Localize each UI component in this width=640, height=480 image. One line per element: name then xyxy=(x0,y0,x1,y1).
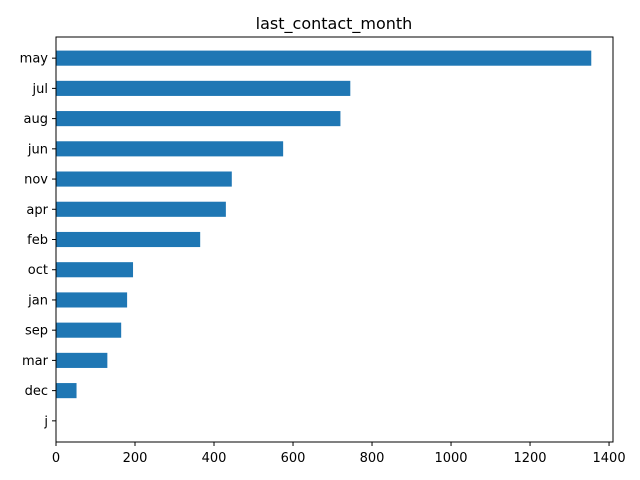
y-tick-label: apr xyxy=(26,203,48,218)
y-tick-label: jan xyxy=(27,293,48,308)
x-tick-label: 1400 xyxy=(593,451,626,466)
y-tick-label: nov xyxy=(24,173,48,188)
y-tick-label: feb xyxy=(27,233,48,248)
x-tick-label: 1200 xyxy=(513,451,546,466)
bar-may xyxy=(56,50,592,66)
x-tick-label: 400 xyxy=(202,451,227,466)
bar-nov xyxy=(56,171,232,187)
x-tick-label: 800 xyxy=(360,451,385,466)
bar-oct xyxy=(56,262,134,278)
y-tick-label: jun xyxy=(27,142,48,157)
y-tick-label: jul xyxy=(32,82,48,97)
x-tick-label: 0 xyxy=(52,451,60,466)
y-tick-label: dec xyxy=(25,384,48,399)
y-tick-label: j xyxy=(43,414,48,429)
bar-aug xyxy=(56,111,341,127)
bar-dec xyxy=(56,383,77,399)
bar-apr xyxy=(56,201,226,217)
bar-jul xyxy=(56,80,351,96)
y-tick-label: may xyxy=(20,52,49,67)
x-tick-label: 1000 xyxy=(434,451,467,466)
bar-sep xyxy=(56,322,122,338)
bar-feb xyxy=(56,231,201,248)
x-tick-label: 200 xyxy=(123,451,148,466)
x-tick-label: 600 xyxy=(281,451,306,466)
x-axis-ticks: 0 200 400 600 800 1000 1200 1400 xyxy=(52,442,626,466)
y-tick-label: aug xyxy=(24,112,48,127)
y-axis-ticks: may jul aug jun nov apr feb oct jan sep mar dec j xyxy=(20,52,56,429)
chart-title: last_contact_month xyxy=(256,14,413,34)
bar-jan xyxy=(56,292,128,308)
bars-group xyxy=(56,50,592,399)
y-tick-label: sep xyxy=(25,324,48,339)
y-tick-label: oct xyxy=(28,263,48,278)
y-tick-label: mar xyxy=(22,354,49,369)
bar-mar xyxy=(56,352,108,368)
bar-jun xyxy=(56,141,284,157)
